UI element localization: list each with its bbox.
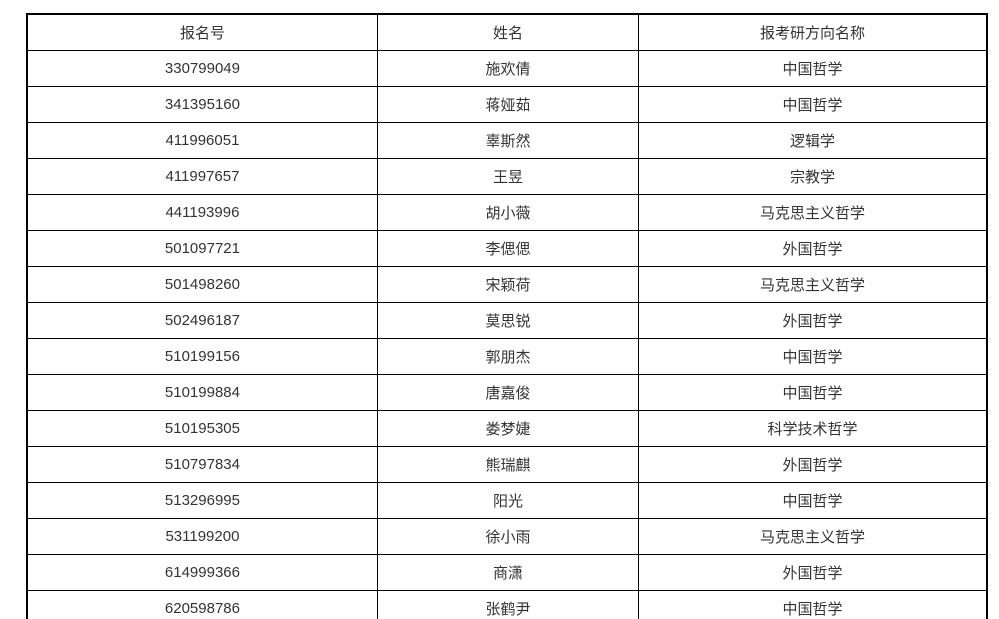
registration-number-cell: 411997657 xyxy=(26,158,378,195)
table-row: 501498260 宋颖荷 马克思主义哲学 xyxy=(26,266,988,303)
name-cell: 唐嘉俊 xyxy=(376,374,640,411)
registration-number-cell: 341395160 xyxy=(26,86,378,123)
registration-number-cell: 330799049 xyxy=(26,50,378,87)
name-cell: 宋颖荷 xyxy=(376,266,640,303)
registration-number-cell: 411996051 xyxy=(26,122,378,159)
name-cell: 熊瑞麒 xyxy=(376,446,640,483)
registration-number-cell: 510195305 xyxy=(26,410,378,447)
registration-number-cell: 620598786 xyxy=(26,590,378,619)
table-row: 441193996 胡小薇 马克思主义哲学 xyxy=(26,194,988,231)
major-direction-cell: 宗教学 xyxy=(638,158,988,195)
major-direction-cell: 马克思主义哲学 xyxy=(638,518,988,555)
table-row: 531199200 徐小雨 马克思主义哲学 xyxy=(26,518,988,555)
table-body: 330799049 施欢倩 中国哲学 341395160 蒋娅茹 中国哲学 41199605… xyxy=(26,50,988,619)
admissions-table: 报名号 姓名 报考研方向名称 330799049 施欢倩 中国哲学 341395160… xyxy=(26,13,988,619)
name-cell: 莫思锐 xyxy=(376,302,640,339)
col-header-major-direction: 报考研方向名称 xyxy=(638,13,988,51)
table-row: 330799049 施欢倩 中国哲学 xyxy=(26,50,988,87)
table-row: 510199884 唐嘉俊 中国哲学 xyxy=(26,374,988,411)
table-row: 501097721 李偲偲 外国哲学 xyxy=(26,230,988,267)
col-header-name: 姓名 xyxy=(376,13,640,51)
name-cell: 阳光 xyxy=(376,482,640,519)
table-row: 620598786 张鹤尹 中国哲学 xyxy=(26,590,988,619)
major-direction-cell: 中国哲学 xyxy=(638,86,988,123)
major-direction-cell: 外国哲学 xyxy=(638,554,988,591)
major-direction-cell: 外国哲学 xyxy=(638,446,988,483)
registration-number-cell: 531199200 xyxy=(26,518,378,555)
major-direction-cell: 外国哲学 xyxy=(638,230,988,267)
registration-number-cell: 510199156 xyxy=(26,338,378,375)
name-cell: 徐小雨 xyxy=(376,518,640,555)
table-row: 510195305 娄梦婕 科学技术哲学 xyxy=(26,410,988,447)
major-direction-cell: 逻辑学 xyxy=(638,122,988,159)
name-cell: 蒋娅茹 xyxy=(376,86,640,123)
major-direction-cell: 中国哲学 xyxy=(638,50,988,87)
major-direction-cell: 外国哲学 xyxy=(638,302,988,339)
name-cell: 郭朋杰 xyxy=(376,338,640,375)
name-cell: 娄梦婕 xyxy=(376,410,640,447)
major-direction-cell: 中国哲学 xyxy=(638,374,988,411)
major-direction-cell: 马克思主义哲学 xyxy=(638,266,988,303)
registration-number-cell: 510797834 xyxy=(26,446,378,483)
registration-number-cell: 510199884 xyxy=(26,374,378,411)
table-row: 510797834 熊瑞麒 外国哲学 xyxy=(26,446,988,483)
col-header-registration-number: 报名号 xyxy=(26,13,378,51)
name-cell: 施欢倩 xyxy=(376,50,640,87)
registration-number-cell: 501498260 xyxy=(26,266,378,303)
table-row: 341395160 蒋娅茹 中国哲学 xyxy=(26,86,988,123)
table-row: 411996051 辜斯然 逻辑学 xyxy=(26,122,988,159)
major-direction-cell: 中国哲学 xyxy=(638,338,988,375)
major-direction-cell: 中国哲学 xyxy=(638,482,988,519)
major-direction-cell: 马克思主义哲学 xyxy=(638,194,988,231)
name-cell: 张鹤尹 xyxy=(376,590,640,619)
table-row: 614999366 商潇 外国哲学 xyxy=(26,554,988,591)
name-cell: 王昱 xyxy=(376,158,640,195)
registration-number-cell: 513296995 xyxy=(26,482,378,519)
registration-number-cell: 441193996 xyxy=(26,194,378,231)
header-row: 报名号 姓名 报考研方向名称 xyxy=(26,13,988,51)
table-row: 510199156 郭朋杰 中国哲学 xyxy=(26,338,988,375)
registration-number-cell: 501097721 xyxy=(26,230,378,267)
name-cell: 商潇 xyxy=(376,554,640,591)
table-row: 411997657 王昱 宗教学 xyxy=(26,158,988,195)
major-direction-cell: 科学技术哲学 xyxy=(638,410,988,447)
table-row: 513296995 阳光 中国哲学 xyxy=(26,482,988,519)
name-cell: 李偲偲 xyxy=(376,230,640,267)
name-cell: 胡小薇 xyxy=(376,194,640,231)
major-direction-cell: 中国哲学 xyxy=(638,590,988,619)
table-row: 502496187 莫思锐 外国哲学 xyxy=(26,302,988,339)
registration-number-cell: 502496187 xyxy=(26,302,378,339)
name-cell: 辜斯然 xyxy=(376,122,640,159)
registration-number-cell: 614999366 xyxy=(26,554,378,591)
